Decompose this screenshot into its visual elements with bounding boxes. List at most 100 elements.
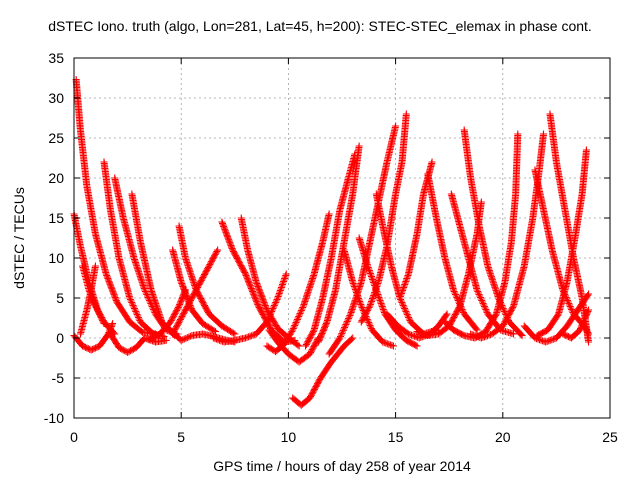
data-point-marker (177, 336, 185, 344)
data-point-marker (112, 295, 120, 303)
data-point-marker (187, 297, 195, 305)
data-point-marker (213, 247, 221, 255)
data-point-marker (224, 233, 232, 241)
data-point-marker (299, 304, 307, 311)
data-point-marker (183, 293, 191, 301)
data-point-marker (473, 286, 481, 294)
data-point-marker (219, 219, 226, 227)
data-point-marker (246, 282, 254, 290)
data-point-marker (169, 329, 177, 337)
data-point-marker (142, 289, 150, 297)
data-point-marker (582, 146, 590, 154)
data-point-marker (170, 327, 178, 335)
data-point-marker (500, 306, 508, 314)
data-point-marker (543, 337, 551, 345)
data-point-marker (346, 312, 354, 319)
data-point-marker (257, 291, 265, 299)
data-point-marker (244, 277, 252, 285)
data-point-marker (585, 290, 593, 298)
data-point-marker (336, 334, 344, 342)
data-point-marker (204, 263, 212, 271)
data-point-marker (337, 333, 345, 340)
data-point-marker (247, 285, 255, 293)
data-point-marker (360, 312, 368, 320)
data-point-marker (421, 330, 429, 338)
data-point-marker (222, 228, 230, 236)
data-point-marker (179, 282, 187, 290)
data-point-marker (111, 294, 119, 302)
data-point-marker (362, 309, 370, 317)
data-point-marker (263, 318, 271, 326)
data-point-marker (566, 303, 574, 310)
data-point-marker (412, 333, 420, 341)
data-point-marker (95, 309, 103, 317)
data-point-marker (181, 287, 189, 295)
data-point-marker (514, 130, 522, 138)
data-point-marker (225, 237, 233, 245)
data-point-marker (363, 308, 371, 316)
data-point-marker (288, 327, 296, 335)
data-point-marker (413, 328, 421, 336)
data-point-marker (102, 270, 110, 278)
data-point-marker (566, 301, 574, 309)
data-point-marker (474, 288, 482, 295)
x-tick-label: 5 (177, 429, 185, 445)
data-point-marker (548, 336, 556, 344)
data-point-marker (91, 302, 99, 310)
data-point-marker (271, 300, 279, 308)
data-point-marker (184, 301, 192, 309)
data-point-marker (565, 300, 573, 307)
data-point-marker (190, 289, 198, 297)
data-point-marker (182, 291, 190, 299)
data-point-marker (211, 252, 219, 260)
x-tick-label: 25 (602, 429, 618, 445)
data-point-marker (289, 326, 297, 334)
data-point-marker (413, 342, 421, 350)
data-point-marker (412, 341, 420, 349)
data-point-marker (546, 336, 554, 344)
data-point-marker (207, 258, 215, 266)
data-point-marker (176, 315, 184, 323)
data-point-marker (261, 302, 269, 310)
data-point-marker (459, 307, 467, 315)
data-point-marker (480, 333, 488, 341)
data-point-marker (302, 341, 310, 349)
data-point-marker (177, 314, 185, 322)
data-point-marker (212, 249, 220, 257)
data-point-marker (499, 305, 507, 312)
data-point-marker (347, 335, 355, 343)
data-point-marker (219, 221, 227, 229)
data-point-marker (250, 292, 258, 300)
data-point-marker (268, 306, 276, 314)
data-point-marker (180, 310, 188, 318)
data-point-marker (222, 230, 230, 238)
data-point-marker (167, 317, 175, 325)
data-point-marker (210, 253, 218, 261)
data-point-marker (207, 259, 215, 267)
data-point-marker (404, 312, 412, 320)
data-point-marker (133, 311, 141, 318)
data-point-marker (228, 245, 236, 253)
data-point-marker (177, 296, 185, 304)
data-point-marker (212, 335, 220, 343)
data-point-marker (169, 330, 177, 338)
data-point-marker (532, 335, 540, 343)
data-point-marker (403, 311, 411, 318)
data-point-marker (264, 317, 272, 324)
data-point-marker (175, 302, 183, 310)
data-point-marker (181, 288, 189, 296)
data-point-marker (549, 335, 557, 343)
data-point-marker (220, 224, 228, 232)
data-point-marker (297, 307, 305, 314)
data-point-marker (402, 308, 410, 315)
data-point-marker (408, 331, 416, 339)
data-point-marker (303, 339, 311, 347)
data-point-marker (221, 227, 229, 235)
data-point-marker (338, 330, 346, 337)
data-point-marker (126, 294, 134, 302)
data-point-marker (179, 311, 187, 319)
data-point-marker (218, 218, 226, 226)
data-point-marker (253, 299, 261, 307)
data-point-marker (109, 320, 117, 328)
data-point-marker (131, 306, 139, 314)
